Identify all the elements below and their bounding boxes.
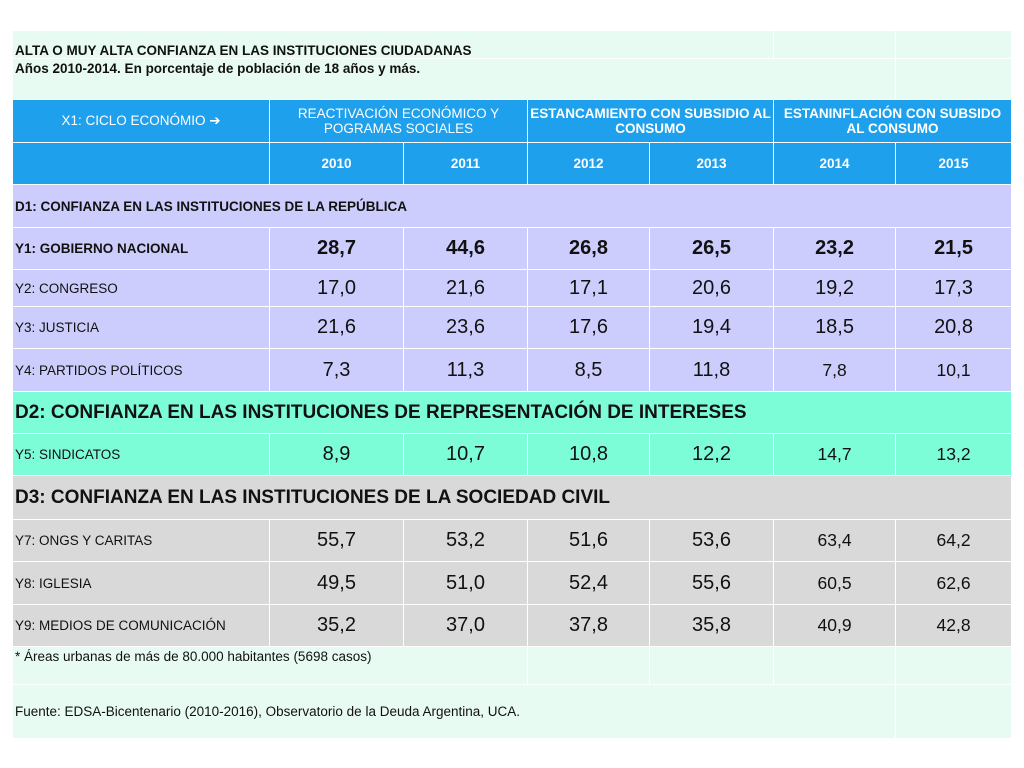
table-cell: 28,7 xyxy=(269,227,404,270)
year-header: 2011 xyxy=(403,142,528,185)
table-row: Y8: IGLESIA 49,5 51,0 52,4 55,6 60,5 62,… xyxy=(12,561,1013,605)
row-label: Y9: MEDIOS DE COMUNICACIÓN xyxy=(12,604,270,647)
row-label: Y5: SINDICATOS xyxy=(12,433,270,476)
table-row: Y2: CONGRESO 17,0 21,6 17,1 20,6 19,2 17… xyxy=(12,269,1013,307)
table-cell: 20,6 xyxy=(648,269,775,307)
table-row: Y5: SINDICATOS 8,9 10,7 10,8 12,2 14,7 1… xyxy=(12,433,1013,476)
table-cell: 8,5 xyxy=(527,348,650,392)
header-groups-row: X1: CICLO ECONÓMIO ➔ REACTIVACIÓN ECONÓM… xyxy=(12,99,1013,143)
table-cell: 18,5 xyxy=(773,306,897,349)
table-cell: 62,6 xyxy=(895,561,1013,605)
table-cell: 40,9 xyxy=(773,604,897,647)
year-header: 2012 xyxy=(527,142,650,185)
table-cell: 10,7 xyxy=(403,433,528,476)
table-row: Y7: ONGS Y CARITAS 55,7 53,2 51,6 53,6 6… xyxy=(12,519,1013,562)
x1-cycle-header: X1: CICLO ECONÓMIO ➔ xyxy=(12,99,270,143)
table-row: Y1: GOBIERNO NACIONAL 28,7 44,6 26,8 26,… xyxy=(12,227,1013,270)
row-label: Y4: PARTIDOS POLÍTICOS xyxy=(12,348,270,392)
table-cell: 35,2 xyxy=(269,604,404,647)
section-header-d3: D3: CONFIANZA EN LAS INSTITUCIONES DE LA… xyxy=(11,475,1013,520)
arrow-right-icon: ➔ xyxy=(209,113,221,129)
table-cell: 26,8 xyxy=(527,227,650,270)
row-label: Y8: IGLESIA xyxy=(12,561,270,605)
confidence-table-container: ALTA O MUY ALTA CONFIANZA EN LAS INSTITU… xyxy=(11,30,1013,739)
group-header-estancamiento: ESTANCAMIENTO CON SUBSIDIO AL CONSUMO xyxy=(526,99,775,143)
confidence-table: ALTA O MUY ALTA CONFIANZA EN LAS INSTITU… xyxy=(11,30,1013,739)
table-cell: 7,8 xyxy=(773,348,897,392)
section-title-d2: D2: CONFIANZA EN LAS INSTITUCIONES DE RE… xyxy=(11,391,1013,434)
year-header: 2014 xyxy=(773,142,897,185)
table-cell: 17,0 xyxy=(269,269,404,307)
table-row: Y4: PARTIDOS POLÍTICOS 7,3 11,3 8,5 11,8… xyxy=(12,348,1013,392)
year-header: 2010 xyxy=(269,142,404,185)
group-header-estaninflacion: ESTANINFLACIÓN CON SUBSIDO AL CONSUMO xyxy=(773,99,1013,143)
table-cell: 64,2 xyxy=(895,519,1013,562)
table-cell: 17,1 xyxy=(527,269,650,307)
section-title-d3: D3: CONFIANZA EN LAS INSTITUCIONES DE LA… xyxy=(11,475,1013,520)
year-header: 2013 xyxy=(648,142,775,185)
footnote-row: * Áreas urbanas de más de 80.000 habitan… xyxy=(12,646,1013,685)
table-cell: 21,6 xyxy=(403,269,528,307)
section-header-d2: D2: CONFIANZA EN LAS INSTITUCIONES DE RE… xyxy=(11,391,1013,434)
table-cell: 11,3 xyxy=(403,348,528,392)
table-cell: 26,5 xyxy=(648,227,775,270)
table-cell: 11,8 xyxy=(648,348,775,392)
table-row: Y3: JUSTICIA 21,6 23,6 17,6 19,4 18,5 20… xyxy=(12,306,1013,349)
table-cell: 52,4 xyxy=(527,561,650,605)
table-cell: 13,2 xyxy=(895,433,1013,476)
table-cell: 44,6 xyxy=(403,227,528,270)
title-row-1: ALTA O MUY ALTA CONFIANZA EN LAS INSTITU… xyxy=(11,30,1013,59)
table-cell: 35,8 xyxy=(648,604,775,647)
section-header-d1: D1: CONFIANZA EN LAS INSTITUCIONES DE LA… xyxy=(11,184,1013,228)
table-cell: 42,8 xyxy=(895,604,1013,647)
table-cell: 10,8 xyxy=(527,433,650,476)
table-cell: 19,4 xyxy=(648,306,775,349)
table-cell: 21,6 xyxy=(269,306,404,349)
group-header-reactivacion: REACTIVACIÓN ECONÓMICO Y POGRAMAS SOCIAL… xyxy=(269,99,528,143)
footnote: * Áreas urbanas de más de 80.000 habitan… xyxy=(12,646,528,685)
table-cell: 23,6 xyxy=(403,306,528,349)
table-subtitle: Años 2010-2014. En porcentaje de poblaci… xyxy=(11,58,897,100)
table-cell: 63,4 xyxy=(773,519,897,562)
table-cell: 37,8 xyxy=(527,604,650,647)
table-cell: 20,8 xyxy=(895,306,1013,349)
table-cell: 19,2 xyxy=(773,269,897,307)
table-cell: 7,3 xyxy=(269,348,404,392)
table-cell: 8,9 xyxy=(269,433,404,476)
source-row: Fuente: EDSA-Bicentenario (2010-2016), O… xyxy=(11,684,1013,739)
table-cell: 37,0 xyxy=(403,604,528,647)
table-cell: 17,6 xyxy=(527,306,650,349)
header-years-row: 2010 2011 2012 2013 2014 2015 xyxy=(12,142,1013,185)
table-cell: 17,3 xyxy=(895,269,1013,307)
row-label: Y1: GOBIERNO NACIONAL xyxy=(12,227,270,270)
table-cell: 51,0 xyxy=(403,561,528,605)
table-cell: 23,2 xyxy=(773,227,897,270)
table-cell: 21,5 xyxy=(895,227,1013,270)
row-label: Y7: ONGS Y CARITAS xyxy=(12,519,270,562)
source-note: Fuente: EDSA-Bicentenario (2010-2016), O… xyxy=(11,684,897,739)
table-cell: 12,2 xyxy=(648,433,775,476)
table-cell: 10,1 xyxy=(895,348,1013,392)
row-label: Y2: CONGRESO xyxy=(12,269,270,307)
section-title-d1: D1: CONFIANZA EN LAS INSTITUCIONES DE LA… xyxy=(11,184,1013,228)
table-row: Y9: MEDIOS DE COMUNICACIÓN 35,2 37,0 37,… xyxy=(12,604,1013,647)
table-cell: 53,2 xyxy=(403,519,528,562)
table-cell: 55,6 xyxy=(648,561,775,605)
table-title: ALTA O MUY ALTA CONFIANZA EN LAS INSTITU… xyxy=(11,30,775,59)
table-cell: 49,5 xyxy=(269,561,404,605)
title-row-2: Años 2010-2014. En porcentaje de poblaci… xyxy=(11,58,1013,100)
table-cell: 14,7 xyxy=(773,433,897,476)
table-cell: 53,6 xyxy=(648,519,775,562)
table-cell: 55,7 xyxy=(269,519,404,562)
table-cell: 60,5 xyxy=(773,561,897,605)
row-label: Y3: JUSTICIA xyxy=(12,306,270,349)
table-cell: 51,6 xyxy=(527,519,650,562)
year-header: 2015 xyxy=(895,142,1013,185)
